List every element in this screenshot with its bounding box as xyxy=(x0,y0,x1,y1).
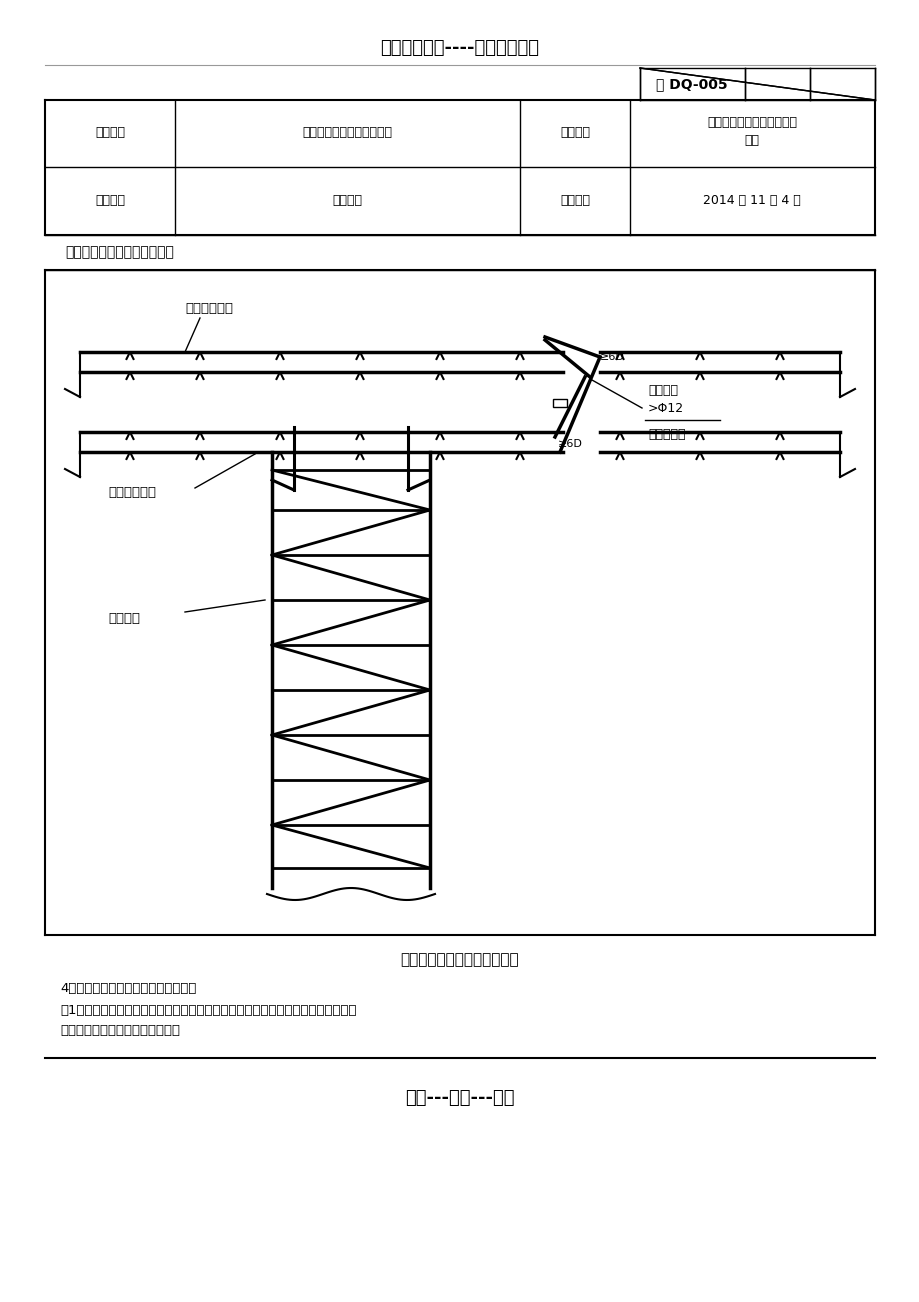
Text: 基础筏板: 基础筏板 xyxy=(332,194,361,207)
Text: 北京城建亚泰建设集团有限: 北京城建亚泰建设集团有限 xyxy=(706,116,796,129)
Text: 工程名称: 工程名称 xyxy=(95,126,125,139)
Text: 交底部位: 交底部位 xyxy=(95,194,125,207)
Text: 2014 年 11 月 4 日: 2014 年 11 月 4 日 xyxy=(702,194,800,207)
Text: 精选优质文档----倾情为你奉上: 精选优质文档----倾情为你奉上 xyxy=(380,39,539,57)
Text: 4、利用钢筋混凝土板式基础做接地体: 4、利用钢筋混凝土板式基础做接地体 xyxy=(60,982,196,995)
Text: >Φ12: >Φ12 xyxy=(647,401,684,414)
Text: 专心---专注---专业: 专心---专注---专业 xyxy=(404,1088,515,1107)
Text: 鲁 DQ-005: 鲁 DQ-005 xyxy=(655,77,727,91)
Text: 桩基内钢筋做接地装置做法图: 桩基内钢筋做接地装置做法图 xyxy=(401,953,518,967)
Text: 交底时间: 交底时间 xyxy=(560,194,589,207)
Text: （1）有防水层板式基础的钢筋做接地装置时，不得破坏防水层，在基础钢筋满足接: （1）有防水层板式基础的钢筋做接地装置时，不得破坏防水层，在基础钢筋满足接 xyxy=(60,1004,357,1017)
Bar xyxy=(552,398,566,408)
Text: 地要求时，可不做外引人工接地。: 地要求时，可不做外引人工接地。 xyxy=(60,1023,180,1036)
Text: 承台下层钢筋: 承台下层钢筋 xyxy=(108,486,156,499)
Text: 连接导体: 连接导体 xyxy=(647,384,677,397)
Text: 交底提要：基础接地装置安装: 交底提要：基础接地装置安装 xyxy=(65,245,174,259)
Text: 钢筋或圆钢: 钢筋或圆钢 xyxy=(647,428,685,441)
Text: 公司: 公司 xyxy=(743,134,759,147)
Text: 承台上层钢筋: 承台上层钢筋 xyxy=(185,302,233,315)
Text: 施工单位: 施工单位 xyxy=(560,126,589,139)
Text: ≥6D: ≥6D xyxy=(558,439,583,449)
Text: 桩基钢筋: 桩基钢筋 xyxy=(108,612,140,625)
Text: ≥6D: ≥6D xyxy=(599,352,624,362)
Text: 潍坊市人民医院外科病房楼: 潍坊市人民医院外科病房楼 xyxy=(301,126,391,139)
